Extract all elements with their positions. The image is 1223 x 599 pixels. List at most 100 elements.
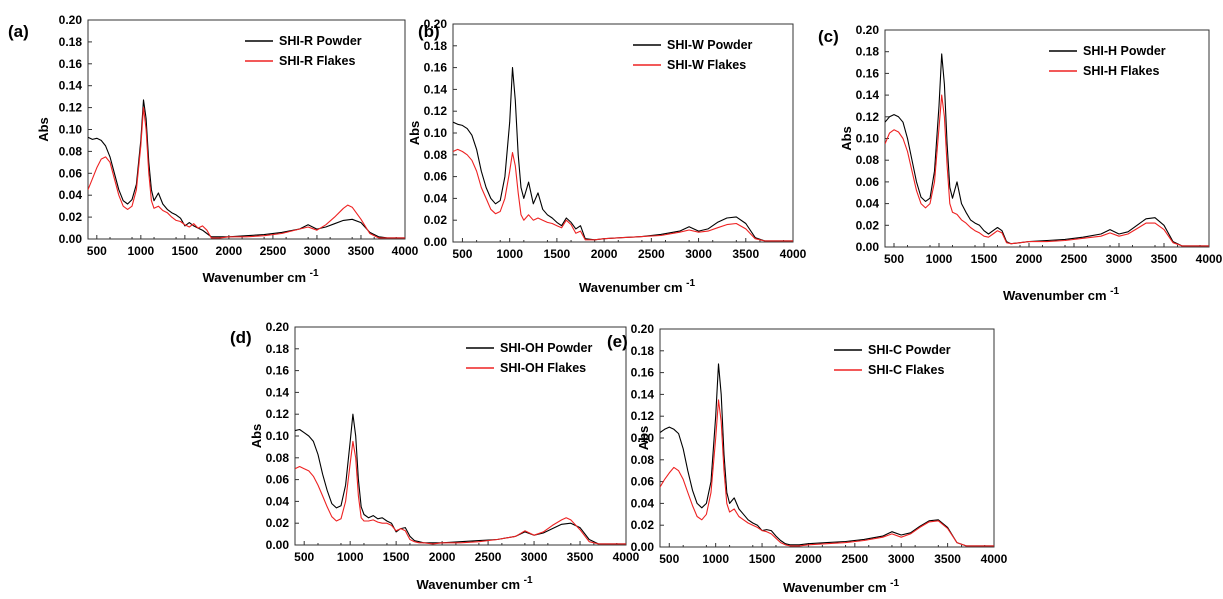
legend-label: SHI-C Flakes — [868, 363, 944, 377]
x-tick-label: 4000 — [780, 247, 807, 261]
series-line — [295, 413, 626, 545]
plot-frame — [294, 326, 627, 546]
y-tick-label: 0.14 — [856, 88, 880, 102]
y-axis-label: Abs — [36, 117, 51, 142]
legend-label: SHI-W Powder — [667, 38, 753, 52]
y-tick-label: 0.12 — [59, 101, 83, 115]
x-axis-label: Wavenumber cm -1 — [416, 575, 533, 592]
y-tick-label: 0.10 — [424, 126, 448, 140]
series-line — [885, 53, 1209, 247]
y-tick-label: 0.12 — [424, 104, 448, 118]
y-tick-label: 0.12 — [856, 110, 880, 124]
y-tick-label: 0.00 — [59, 232, 83, 246]
x-tick-label: 4000 — [981, 552, 1008, 566]
y-tick-label: 0.06 — [856, 175, 880, 189]
y-tick-label: 0.04 — [631, 496, 655, 510]
y-tick-label: 0.10 — [631, 431, 655, 445]
chart-panel: (c) 500 1000 1500 2000 2500 3000 3500 4000 0.00 0.… — [818, 23, 1223, 303]
x-tick-label: 2500 — [475, 550, 502, 564]
plot-frame — [87, 19, 406, 240]
legend-label: SHI-R Flakes — [279, 54, 355, 68]
x-tick-label: 4000 — [1196, 252, 1223, 266]
y-tick-label: 0.00 — [856, 240, 880, 254]
legend-label: SHI-W Flakes — [667, 58, 746, 72]
plot-frame — [884, 29, 1210, 248]
y-tick-label: 0.18 — [266, 342, 290, 356]
x-tick-label: 2000 — [795, 552, 822, 566]
y-tick-label: 0.06 — [59, 166, 83, 180]
y-tick-label: 0.20 — [424, 17, 448, 31]
y-tick-label: 0.02 — [631, 518, 655, 532]
series-line — [453, 148, 793, 242]
y-tick-label: 0.06 — [266, 473, 290, 487]
y-tick-label: 0.04 — [59, 188, 83, 202]
x-tick-label: 2500 — [638, 247, 665, 261]
x-tick-label: 2500 — [260, 244, 287, 258]
chart-panel: (e)500 1000 1500 2000 2500 3000 3500 40000.000.… — [607, 322, 1008, 595]
y-tick-label: 0.18 — [631, 344, 655, 358]
y-tick-label: 0.18 — [856, 45, 880, 59]
x-axis-label: Wavenumber cm -1 — [783, 578, 900, 595]
chart-panel: (a) 500 1000 1500 2000 2500 3000 3500 4000 0.00 0.… — [8, 13, 419, 285]
x-tick-label: 1000 — [337, 550, 364, 564]
y-tick-label: 0.08 — [424, 148, 448, 162]
y-tick-label: 0.16 — [59, 57, 83, 71]
x-tick-label: 1000 — [702, 552, 729, 566]
x-tick-label: 500 — [659, 552, 679, 566]
panel-label: (e) — [607, 332, 628, 351]
y-tick-label: 0.14 — [59, 79, 83, 93]
y-tick-label: 0.00 — [424, 235, 448, 249]
y-tick-label: 0.16 — [631, 366, 655, 380]
panel-label: (c) — [818, 27, 839, 46]
panel-label: (b) — [418, 22, 440, 41]
y-axis-label: Abs — [636, 426, 651, 451]
x-tick-label: 1000 — [127, 244, 154, 258]
y-tick-label: 0.04 — [266, 494, 290, 508]
y-tick-label: 0.02 — [856, 218, 880, 232]
x-tick-label: 3000 — [1106, 252, 1133, 266]
series-line — [295, 440, 626, 545]
x-tick-label: 2000 — [1016, 252, 1043, 266]
y-tick-label: 0.08 — [631, 453, 655, 467]
y-tick-label: 0.20 — [856, 23, 880, 37]
y-tick-label: 0.18 — [59, 35, 83, 49]
x-tick-label: 3000 — [888, 552, 915, 566]
y-tick-label: 0.00 — [266, 538, 290, 552]
y-tick-label: 0.02 — [424, 213, 448, 227]
x-tick-label: 500 — [87, 244, 107, 258]
series-line — [660, 399, 994, 547]
legend-label: SHI-C Powder — [868, 343, 951, 357]
legend-label: SHI-H Powder — [1083, 44, 1166, 58]
y-axis-label: Abs — [407, 121, 422, 146]
y-tick-label: 0.04 — [424, 191, 448, 205]
x-tick-label: 500 — [452, 247, 472, 261]
series-line — [88, 107, 405, 239]
x-tick-label: 3500 — [348, 244, 375, 258]
series-line — [453, 67, 793, 242]
y-tick-label: 0.08 — [266, 451, 290, 465]
legend-label: SHI-R Powder — [279, 34, 362, 48]
x-tick-label: 500 — [884, 252, 904, 266]
y-tick-label: 0.12 — [631, 409, 655, 423]
x-tick-label: 2500 — [841, 552, 868, 566]
y-tick-label: 0.20 — [631, 322, 655, 336]
y-tick-label: 0.06 — [424, 170, 448, 184]
x-tick-label: 4000 — [392, 244, 419, 258]
panel-label: (a) — [8, 22, 29, 41]
x-tick-label: 2000 — [591, 247, 618, 261]
x-tick-label: 4000 — [613, 550, 640, 564]
y-tick-label: 0.14 — [631, 387, 655, 401]
x-tick-label: 500 — [294, 550, 314, 564]
chart-panel: (d) 500 1000 1500 2000 2500 3000 3500 4000 0.00 0.… — [230, 320, 640, 592]
x-tick-label: 3500 — [1151, 252, 1178, 266]
x-tick-label: 3500 — [934, 552, 961, 566]
y-tick-label: 0.08 — [59, 144, 83, 158]
y-tick-label: 0.14 — [266, 385, 290, 399]
x-tick-label: 1500 — [971, 252, 998, 266]
legend-label: SHI-H Flakes — [1083, 64, 1159, 78]
y-tick-label: 0.02 — [266, 516, 290, 530]
series-line — [885, 94, 1209, 247]
y-tick-label: 0.16 — [856, 66, 880, 80]
x-tick-label: 3500 — [567, 550, 594, 564]
